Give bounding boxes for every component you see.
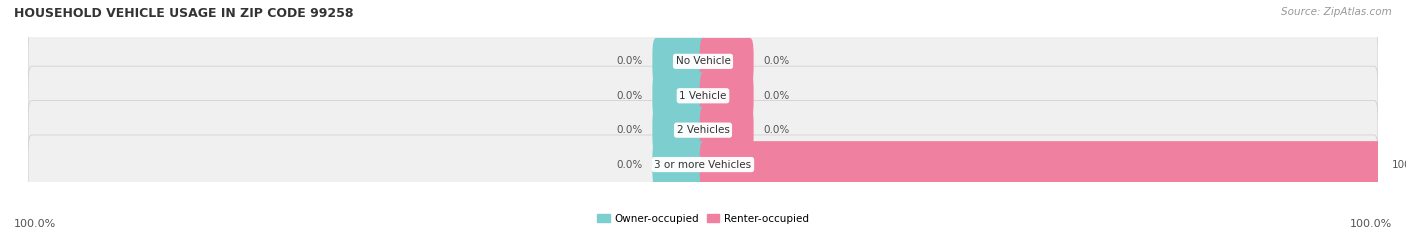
Text: No Vehicle: No Vehicle	[675, 56, 731, 66]
FancyBboxPatch shape	[700, 38, 754, 85]
Text: 100.0%: 100.0%	[1392, 160, 1406, 170]
Text: 1 Vehicle: 1 Vehicle	[679, 91, 727, 101]
Text: Source: ZipAtlas.com: Source: ZipAtlas.com	[1281, 7, 1392, 17]
Text: 0.0%: 0.0%	[763, 125, 790, 135]
Text: 2 Vehicles: 2 Vehicles	[676, 125, 730, 135]
Text: 3 or more Vehicles: 3 or more Vehicles	[654, 160, 752, 170]
Text: 0.0%: 0.0%	[763, 91, 790, 101]
FancyBboxPatch shape	[28, 66, 1378, 125]
FancyBboxPatch shape	[700, 141, 1381, 188]
FancyBboxPatch shape	[28, 32, 1378, 91]
Text: 0.0%: 0.0%	[616, 160, 643, 170]
Text: 0.0%: 0.0%	[616, 56, 643, 66]
FancyBboxPatch shape	[28, 101, 1378, 160]
FancyBboxPatch shape	[700, 107, 754, 154]
Legend: Owner-occupied, Renter-occupied: Owner-occupied, Renter-occupied	[593, 209, 813, 228]
FancyBboxPatch shape	[28, 135, 1378, 194]
Text: 0.0%: 0.0%	[763, 56, 790, 66]
Text: 100.0%: 100.0%	[1350, 219, 1392, 229]
FancyBboxPatch shape	[652, 141, 706, 188]
FancyBboxPatch shape	[652, 107, 706, 154]
Text: 0.0%: 0.0%	[616, 91, 643, 101]
FancyBboxPatch shape	[652, 72, 706, 119]
FancyBboxPatch shape	[700, 72, 754, 119]
FancyBboxPatch shape	[652, 38, 706, 85]
Text: HOUSEHOLD VEHICLE USAGE IN ZIP CODE 99258: HOUSEHOLD VEHICLE USAGE IN ZIP CODE 9925…	[14, 7, 353, 20]
Text: 100.0%: 100.0%	[14, 219, 56, 229]
Text: 0.0%: 0.0%	[616, 125, 643, 135]
